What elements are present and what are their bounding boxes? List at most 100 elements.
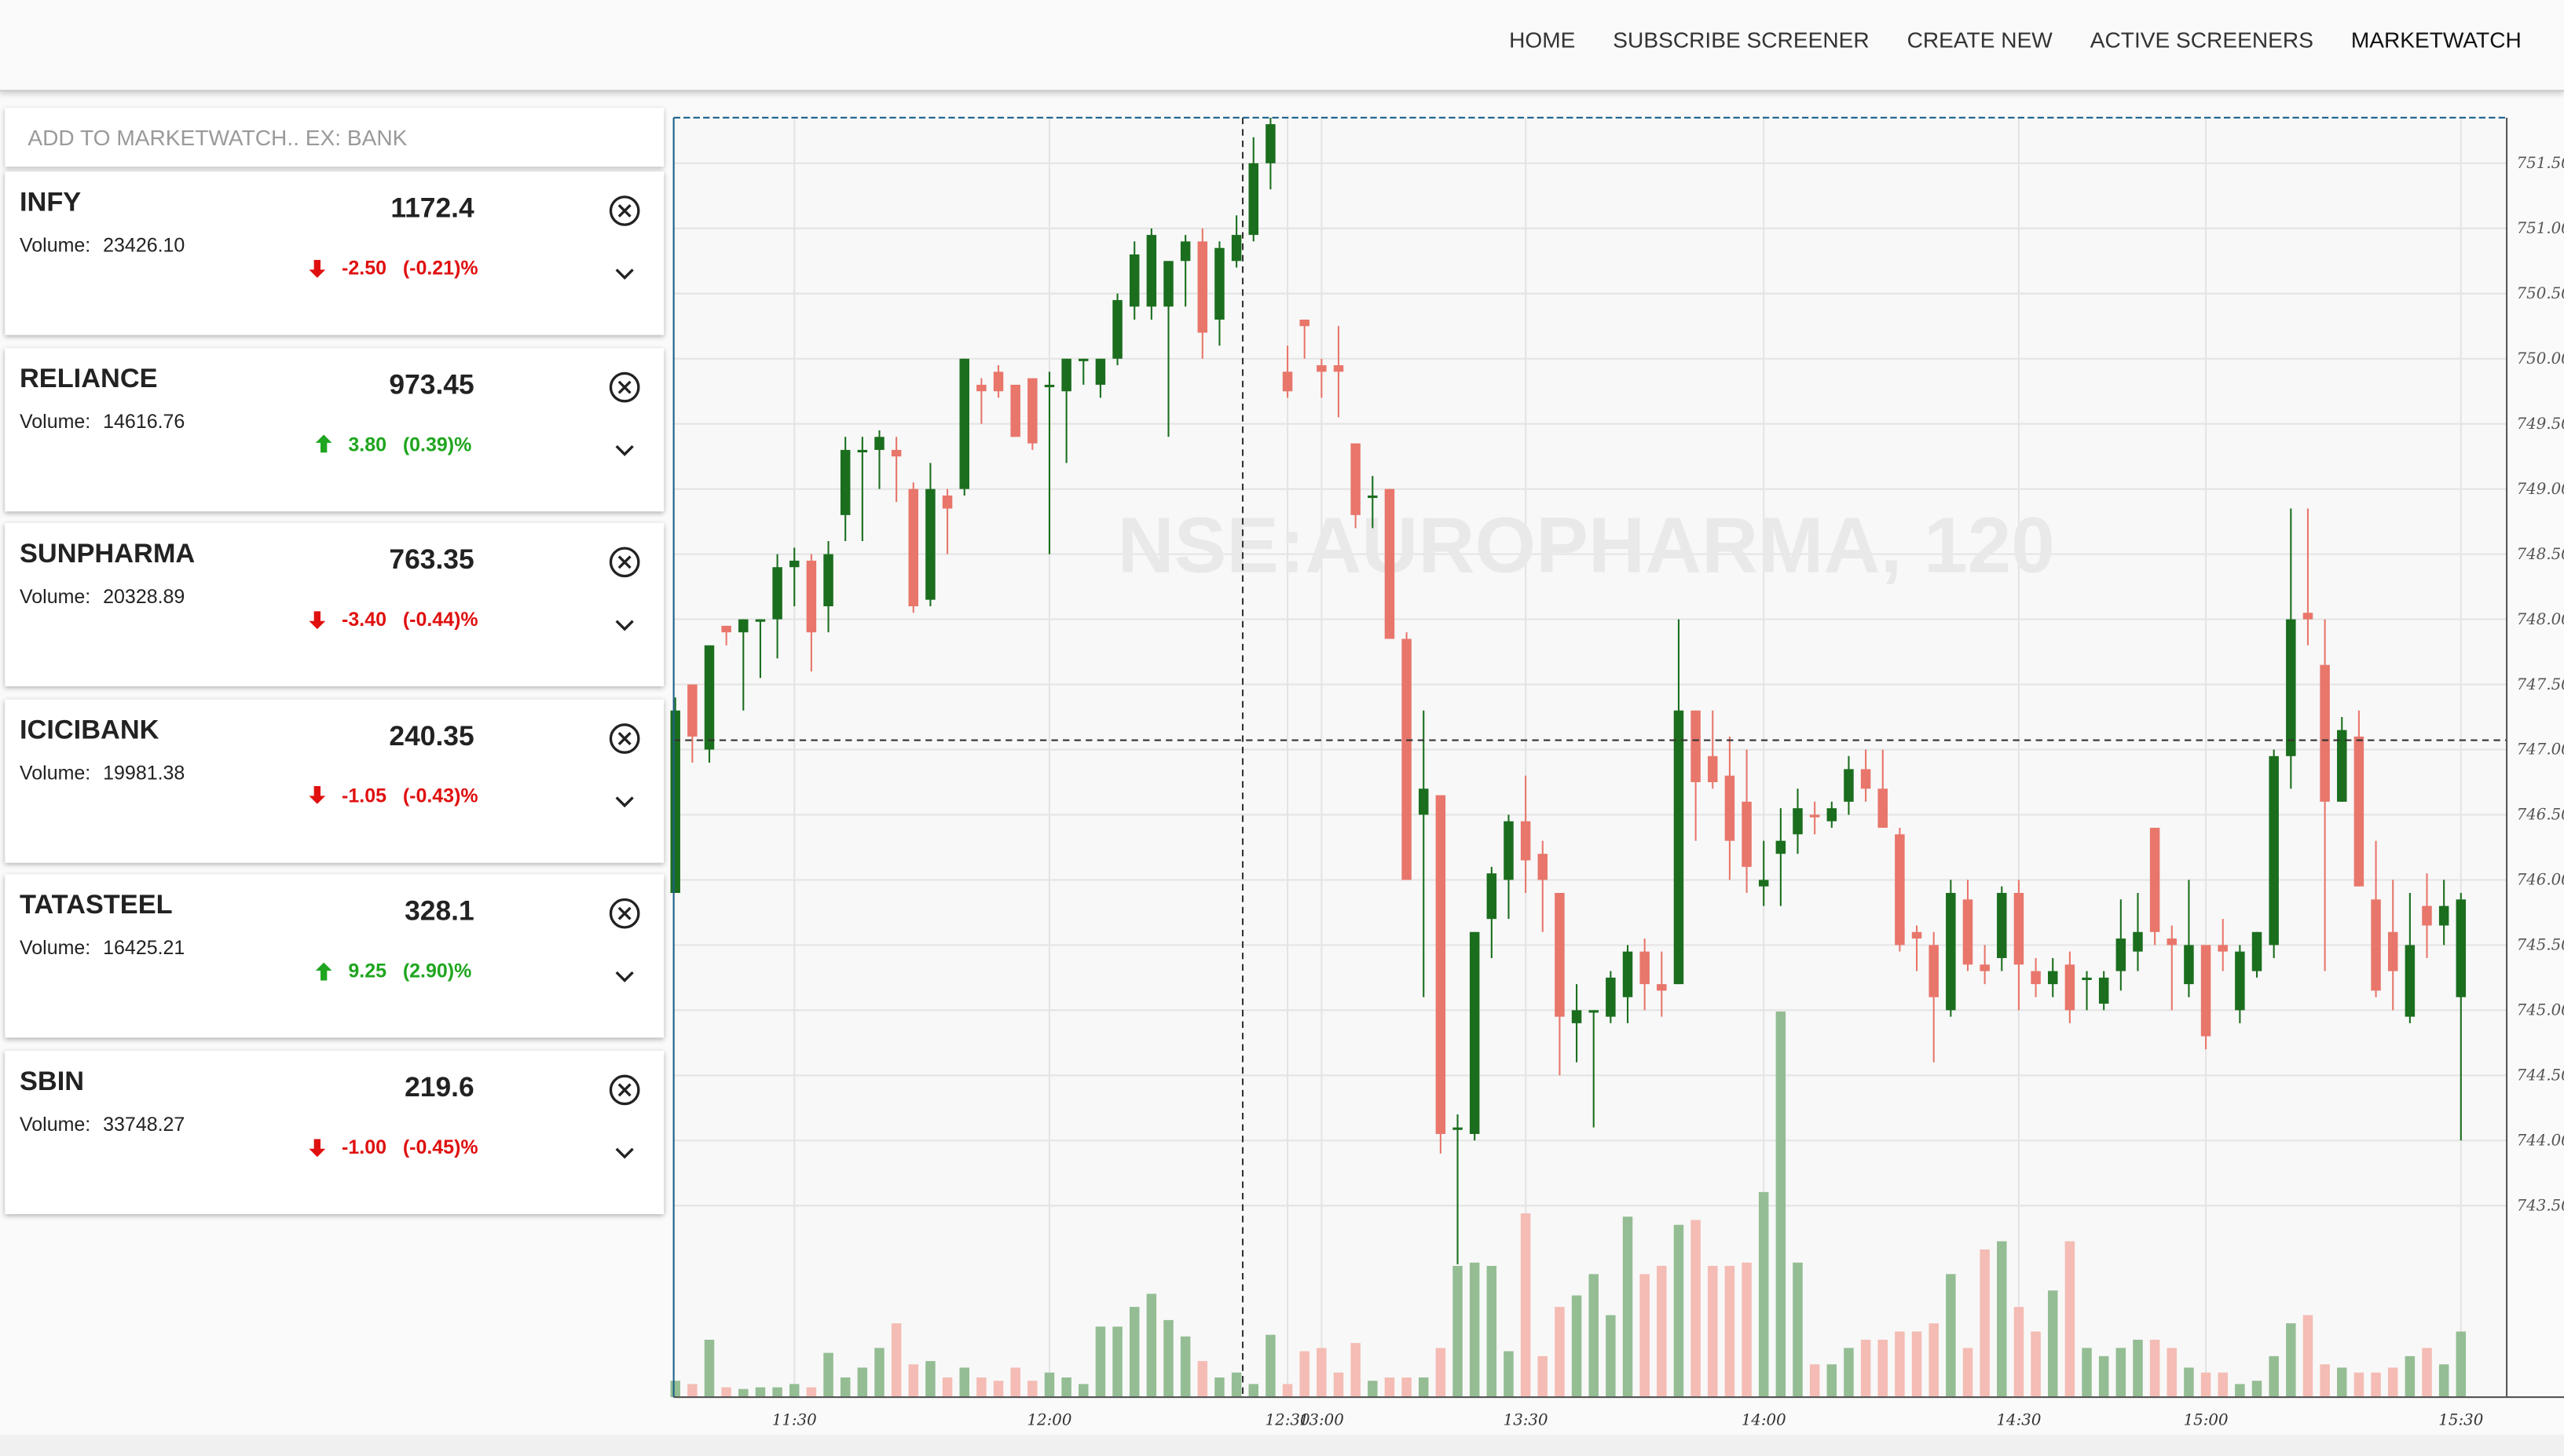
expand-button[interactable] [614, 970, 636, 986]
y-tick-label: 746.50 [2517, 806, 2564, 824]
y-tick-label: 745.50 [2517, 936, 2564, 954]
nav-item[interactable]: CREATE NEW [1907, 27, 2053, 53]
expand-button[interactable] [614, 266, 636, 283]
candle-body [1724, 775, 1735, 841]
volume-bar [1775, 1012, 1786, 1398]
volume-bar [687, 1384, 698, 1398]
candle-body [1452, 1127, 1463, 1130]
volume-bar [2218, 1372, 2228, 1398]
volume-bar [738, 1388, 749, 1398]
watch-card: RELIANCE 973.45 Volume: 14616.76 3.80 (0.39)% [5, 347, 665, 511]
candle-body [1350, 443, 1361, 515]
change-value: -3.40 [342, 608, 387, 631]
candle-body [2286, 619, 2296, 756]
nav-item[interactable]: SUBSCRIBE SCREENER [1613, 27, 1870, 53]
volume-bar [721, 1387, 731, 1398]
y-tick-label: 750.50 [2517, 284, 2564, 302]
candle-body [908, 488, 919, 606]
expand-button[interactable] [614, 794, 636, 810]
price: 1172.4 [390, 192, 474, 225]
candle-body [840, 449, 851, 515]
nav: HOME SUBSCRIBE SCREENER CREATE NEW ACTIVE S… [1509, 27, 2522, 52]
volume-bar [1317, 1348, 1327, 1398]
remove-button[interactable] [608, 546, 641, 579]
volume-bar [2320, 1364, 2330, 1398]
candle-body [993, 371, 1004, 392]
nav-item[interactable]: ACTIVE SCREENERS [2090, 27, 2313, 53]
volume-bar [1350, 1343, 1361, 1398]
volume-label: Volume: [19, 233, 91, 257]
candle-body [1079, 358, 1089, 361]
symbol: SUNPHARMA [19, 540, 196, 569]
volume-bar [908, 1364, 919, 1398]
y-tick-label: 746.00 [2517, 871, 2564, 889]
candle-body [1435, 795, 1446, 1134]
candle-body [1061, 358, 1071, 392]
watermark: NSE:AUROPHARMA, 120 [1117, 502, 2054, 589]
nav-item[interactable]: MARKETWATCH [2350, 27, 2522, 53]
volume-bar [942, 1377, 953, 1398]
candle-body [1010, 384, 1020, 437]
volume-bar [1299, 1351, 1309, 1398]
change: -1.05 (-0.43)% [309, 784, 478, 807]
candle-body [2251, 931, 2262, 971]
remove-button[interactable] [608, 370, 641, 403]
volume-bar [1095, 1326, 1106, 1398]
candle-body [2031, 971, 2041, 985]
volume-bar [1061, 1377, 1071, 1398]
candle-body [704, 645, 715, 750]
candle-body [891, 449, 902, 457]
candle-body [2098, 977, 2109, 1004]
volume-bar [1588, 1274, 1599, 1398]
remove-button[interactable] [608, 722, 641, 755]
x-tick-label: 15:30 [2438, 1410, 2483, 1429]
candle-body [1469, 931, 1480, 1134]
price: 763.35 [389, 544, 474, 576]
expand-button[interactable] [614, 618, 636, 635]
volume-bar [874, 1348, 885, 1398]
bottom-bar [0, 1434, 2564, 1456]
volume-bar [2269, 1355, 2279, 1398]
volume-bar [1180, 1336, 1191, 1398]
expand-button[interactable] [614, 442, 636, 459]
candle-body [1299, 319, 1309, 327]
change-value: -2.50 [342, 256, 387, 280]
volume-bar [2422, 1348, 2432, 1398]
x-tick-label: 13:00 [1299, 1410, 1344, 1429]
candle-body [2353, 736, 2364, 887]
remove-button[interactable] [608, 195, 641, 228]
search-input[interactable]: ADD TO MARKETWATCH.. EX: BANK [5, 108, 665, 167]
candle-body [1690, 710, 1701, 782]
candle-body [2167, 938, 2178, 946]
volume-bar [1282, 1384, 1293, 1398]
volume-bar [1980, 1249, 1990, 1398]
candle-body [2269, 755, 2279, 946]
volume-bar [1555, 1307, 1565, 1398]
candle-body [1708, 755, 1718, 782]
change-percent: (-0.21)% [402, 256, 478, 280]
x-tick-label: 14:30 [1996, 1410, 2041, 1429]
expand-button[interactable] [614, 1146, 636, 1162]
volume-bar [840, 1377, 851, 1398]
volume-label: Volume: [19, 585, 91, 609]
candle-body [1537, 854, 1548, 880]
candle-body [1742, 801, 1752, 867]
change: -2.50 (-0.21)% [309, 257, 478, 280]
candle-body [2115, 938, 2126, 971]
candle-body [2235, 951, 2245, 1011]
y-tick-label: 749.00 [2517, 480, 2564, 498]
candle-body [2320, 664, 2330, 802]
remove-button[interactable] [608, 1074, 641, 1107]
candle-body [2302, 613, 2313, 620]
remove-button[interactable] [608, 898, 641, 931]
candle-body [1793, 808, 1803, 835]
candle-body [925, 488, 936, 600]
volume-bar [2184, 1367, 2194, 1398]
nav-item[interactable]: HOME [1509, 27, 1576, 53]
candle-body [1129, 254, 1140, 307]
candle-body [959, 358, 969, 489]
volume-bar [2353, 1372, 2364, 1398]
price: 973.45 [389, 368, 474, 400]
volume-bar [2013, 1307, 2024, 1398]
